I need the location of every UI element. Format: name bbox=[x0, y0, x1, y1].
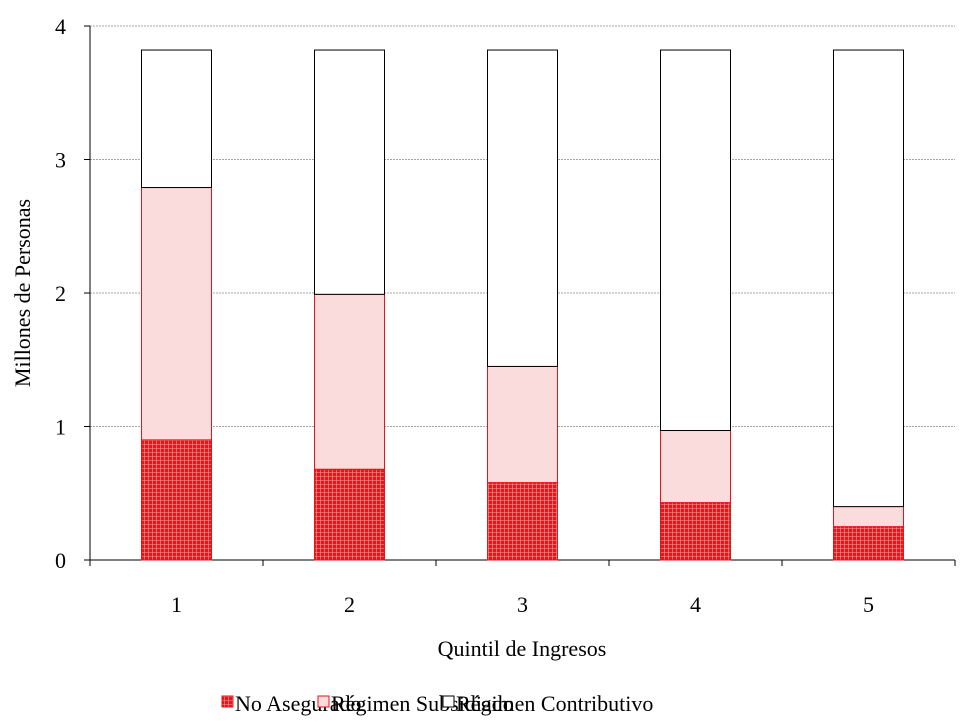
x-tick-label: 1 bbox=[171, 592, 182, 617]
x-axis-label: Quintil de Ingresos bbox=[438, 636, 607, 661]
legend-label: No Asegurado bbox=[235, 691, 361, 716]
bar-segment bbox=[660, 49, 731, 432]
legend-swatch bbox=[442, 695, 455, 708]
x-tick-label: 5 bbox=[863, 592, 874, 617]
y-tick-label: 3 bbox=[55, 148, 66, 173]
legend-swatch bbox=[221, 695, 234, 708]
legend-label: Régimen Subsidiado bbox=[331, 691, 514, 716]
y-tick-label: 1 bbox=[55, 415, 66, 440]
y-tick-label: 2 bbox=[55, 281, 66, 306]
y-axis-label: Millones de Personas bbox=[10, 199, 35, 387]
bar-segment bbox=[660, 502, 731, 561]
bar-segment bbox=[487, 482, 558, 561]
legend-label: Régimen Contributivo bbox=[456, 691, 653, 716]
x-tick-label: 3 bbox=[517, 592, 528, 617]
bar-segment bbox=[833, 526, 904, 561]
y-tick-label: 4 bbox=[55, 14, 66, 39]
y-tick-label: 0 bbox=[55, 548, 66, 573]
x-tick-label: 2 bbox=[344, 592, 355, 617]
bar-segment bbox=[660, 430, 731, 504]
bar-segment bbox=[314, 293, 385, 470]
bar-segment bbox=[314, 49, 385, 295]
x-tick-label: 4 bbox=[690, 592, 701, 617]
bar-segment bbox=[314, 468, 385, 561]
bar-segment bbox=[487, 365, 558, 484]
bar-segment bbox=[833, 49, 904, 508]
bar-segment bbox=[141, 187, 212, 441]
legend-swatch bbox=[317, 695, 330, 708]
bar-segment bbox=[141, 439, 212, 561]
bar-segment bbox=[833, 506, 904, 528]
bar-segment bbox=[487, 49, 558, 367]
bar-segment bbox=[141, 49, 212, 189]
